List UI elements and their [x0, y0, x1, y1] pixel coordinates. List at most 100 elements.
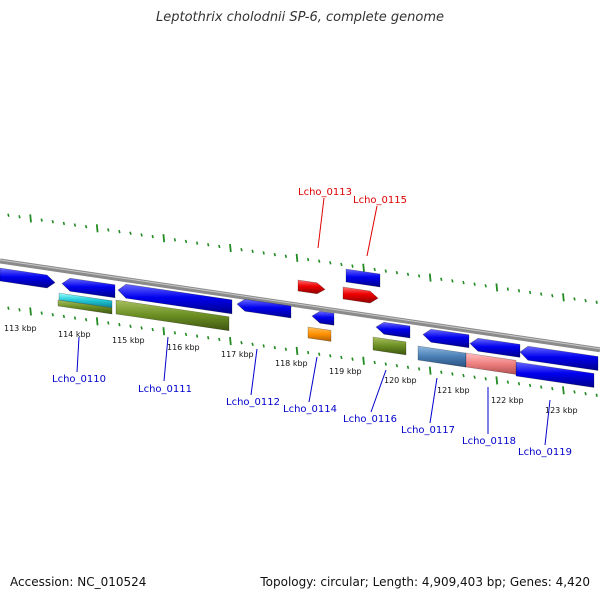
minor-tick	[451, 372, 454, 376]
minor-tick	[440, 370, 443, 374]
minor-tick	[173, 331, 177, 335]
minor-tick	[528, 290, 532, 295]
minor-tick	[7, 213, 10, 217]
gene-label[interactable]: Lcho_0116	[343, 414, 397, 425]
minor-tick	[340, 355, 343, 360]
gene-label-leader	[544, 399, 551, 446]
kbp-label: 120 kbp	[384, 376, 417, 385]
backbone-highlight	[0, 259, 600, 350]
domain-lcho-0117	[417, 345, 467, 368]
minor-tick	[384, 269, 387, 273]
gene-label[interactable]: Lcho_0111	[138, 384, 192, 395]
minor-tick	[107, 228, 110, 232]
minor-tick	[84, 317, 88, 322]
major-tick	[229, 336, 232, 346]
minor-tick	[318, 352, 321, 356]
gene-labels: Lcho_0110Lcho_0111Lcho_0112Lcho_0113Lcho…	[52, 187, 572, 458]
minor-tick	[140, 233, 143, 237]
gene-lcho-0111	[117, 283, 233, 315]
minor-tick	[62, 314, 66, 319]
minor-tick	[540, 292, 543, 296]
kbp-label: 115 kbp	[112, 336, 145, 345]
gene-label[interactable]: Lcho_0119	[518, 447, 572, 458]
major-tick	[29, 307, 32, 316]
kbp-label: 117 kbp	[221, 350, 254, 359]
major-tick	[362, 356, 365, 365]
minor-tick	[51, 313, 54, 317]
accession-text: Accession: NC_010524	[10, 575, 147, 589]
major-tick	[495, 376, 499, 385]
domain-lcho-0111	[115, 299, 230, 332]
gene-label-leaders	[76, 197, 551, 446]
minor-tick	[207, 243, 210, 247]
minor-tick	[240, 247, 243, 252]
minor-tick	[573, 390, 576, 394]
major-tick	[362, 263, 365, 272]
minor-tick	[484, 284, 487, 288]
backbone-line	[0, 258, 600, 353]
gene-label[interactable]: Lcho_0114	[283, 404, 337, 415]
gene-label-leader	[366, 205, 378, 257]
minor-tick	[340, 262, 343, 267]
minor-tick	[62, 221, 66, 226]
gene-label[interactable]: Lcho_0113	[298, 187, 352, 198]
major-tick	[162, 327, 166, 336]
minor-tick	[384, 362, 387, 366]
gene-label-leader	[308, 356, 318, 403]
minor-tick	[251, 342, 254, 347]
gene-label[interactable]: Lcho_0117	[401, 425, 455, 436]
gene-label[interactable]: Lcho_0112	[226, 397, 280, 408]
minor-tick	[7, 306, 10, 310]
gene-label[interactable]: Lcho_0118	[462, 436, 516, 447]
minor-tick	[184, 239, 188, 244]
minor-tick	[306, 257, 310, 262]
minor-tick	[262, 344, 265, 348]
gene-lcho-0119	[519, 345, 599, 371]
minor-tick	[318, 259, 321, 263]
minor-tick	[195, 334, 199, 338]
minor-tick	[551, 386, 554, 391]
major-tick	[562, 293, 565, 302]
minor-tick	[595, 393, 598, 397]
minor-tick	[395, 270, 399, 275]
topology-text: Topology: circular; Length: 4,909,403 bp…	[260, 575, 590, 589]
minor-tick	[218, 244, 221, 249]
minor-tick	[517, 289, 521, 293]
major-tick	[295, 346, 299, 355]
gene-lcho-0113	[297, 279, 326, 295]
minor-tick	[18, 308, 21, 312]
gene-lcho-0115	[342, 286, 379, 304]
minor-tick	[218, 337, 221, 342]
minor-tick	[462, 280, 465, 285]
minor-tick	[329, 354, 332, 358]
minor-tick	[73, 223, 77, 227]
minor-tick	[284, 254, 288, 258]
minor-tick	[395, 363, 399, 368]
minor-tick	[528, 383, 532, 388]
gene-label[interactable]: Lcho_0115	[353, 195, 407, 206]
gene-label[interactable]: Lcho_0110	[52, 374, 106, 385]
minor-tick	[540, 385, 543, 389]
bottom-tick-track	[7, 306, 598, 397]
minor-tick	[451, 279, 454, 283]
minor-tick	[417, 367, 421, 371]
minor-tick	[207, 336, 210, 340]
minor-tick	[306, 350, 310, 355]
minor-tick	[573, 297, 576, 301]
domain-lcho-0118	[465, 352, 517, 375]
minor-tick	[473, 282, 476, 286]
minor-tick	[506, 380, 510, 384]
minor-tick	[107, 321, 110, 325]
minor-tick	[406, 365, 410, 370]
domain-lcho-0110-olive	[57, 299, 113, 315]
minor-tick	[584, 298, 587, 303]
gene-lcho-0114	[311, 310, 335, 326]
gene-lcho-0118	[469, 337, 521, 358]
minor-tick	[140, 326, 143, 330]
minor-tick	[195, 241, 199, 245]
domain-lcho-0114	[307, 326, 332, 342]
minor-tick	[373, 360, 376, 365]
genome-backbone	[0, 258, 600, 353]
gene-label-leader	[163, 336, 169, 382]
